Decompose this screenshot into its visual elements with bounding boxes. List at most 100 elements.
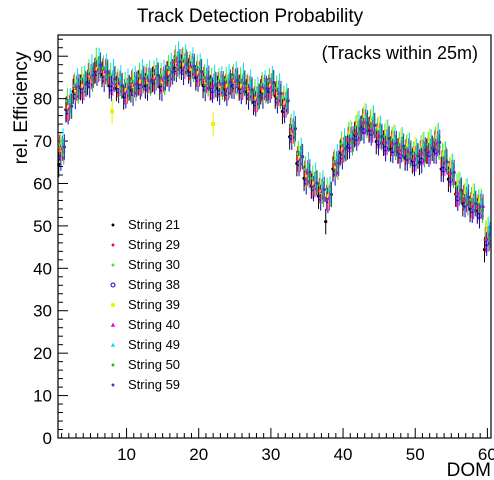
legend-marker [111, 303, 115, 307]
legend-marker [111, 223, 115, 227]
y-tick-label: 10 [33, 387, 52, 406]
y-tick-label: 70 [33, 132, 52, 151]
data-point [113, 77, 117, 81]
data-point [81, 83, 86, 88]
data-point [221, 82, 225, 86]
legend-item: String 39 [111, 297, 180, 312]
legend-background [98, 215, 208, 400]
data-point [110, 109, 115, 114]
legend-label: String 38 [128, 277, 180, 292]
series-string-59 [62, 48, 492, 248]
y-tick-label: 40 [33, 259, 52, 278]
data-point [301, 155, 305, 159]
data-point [98, 63, 103, 67]
data-point [117, 83, 122, 88]
data-point [402, 144, 406, 148]
data-point [452, 170, 456, 175]
data-point [207, 76, 211, 80]
data-point [303, 179, 309, 185]
data-point [293, 127, 298, 131]
legend-label: String 40 [128, 317, 180, 332]
data-point [362, 113, 367, 118]
data-point [225, 83, 230, 88]
x-tick-label: 20 [189, 445, 208, 464]
data-point [369, 117, 374, 122]
data-point [394, 141, 399, 146]
data-point [445, 160, 449, 164]
data-point [304, 172, 309, 177]
legend-label: String 21 [128, 217, 180, 232]
data-point [156, 73, 160, 77]
y-tick-label: 20 [33, 344, 52, 363]
data-point [130, 90, 136, 96]
data-point [433, 148, 439, 154]
legend-label: String 39 [128, 297, 180, 312]
data-point [135, 82, 139, 86]
data-point [455, 195, 461, 202]
data-point [77, 85, 81, 89]
data-point [138, 79, 143, 84]
data-point [326, 194, 331, 199]
data-point [180, 69, 187, 76]
legend-label: String 29 [128, 237, 180, 252]
y-tick-label: 50 [33, 217, 52, 236]
data-point [108, 85, 115, 92]
data-point [430, 146, 435, 150]
data-point [339, 154, 346, 160]
data-point [440, 166, 447, 173]
legend-label: String 30 [128, 257, 180, 272]
legend-marker [110, 342, 116, 347]
legend-item: String 21 [111, 217, 180, 232]
data-point [243, 81, 247, 85]
data-point [409, 151, 413, 155]
data-point [274, 98, 281, 104]
data-point [253, 101, 259, 107]
data-point [358, 127, 362, 131]
legend-item: String 50 [111, 357, 180, 372]
data-point [478, 198, 483, 203]
data-point [182, 62, 187, 67]
legend: String 21 String 29 String 30 String 38 Stri… [98, 215, 208, 400]
data-point [286, 99, 290, 103]
data-point [296, 160, 302, 167]
y-tick-label: 90 [33, 47, 52, 66]
y-tick-label: 30 [33, 302, 52, 321]
chart-title: Track Detection Probability [137, 6, 364, 27]
data-point [329, 192, 334, 197]
x-tick-label: 10 [117, 445, 136, 464]
data-point [438, 140, 442, 144]
plot-area: 10 20 30 40 50 60 0 10 20 30 40 50 60 70 80 90 (Tracks w… [33, 34, 494, 464]
x-tick-label: 30 [261, 445, 280, 464]
data-point [189, 66, 194, 71]
data-point [308, 170, 312, 174]
data-point [142, 76, 146, 80]
data-point [312, 181, 317, 186]
data-point [365, 121, 370, 125]
data-point [337, 161, 341, 165]
data-point [382, 145, 389, 152]
data-point [332, 170, 338, 176]
data-point [423, 148, 427, 152]
data-point [470, 194, 475, 199]
data-point [459, 188, 464, 192]
data-point [171, 70, 175, 74]
data-point [120, 83, 124, 88]
data-point [58, 155, 64, 161]
data-point [324, 220, 328, 224]
data-point [272, 80, 276, 85]
data-point [238, 88, 245, 95]
data-point [72, 93, 79, 100]
data-point [406, 143, 411, 148]
legend-item: String 59 [111, 377, 180, 392]
data-point [361, 128, 367, 134]
data-point [245, 94, 252, 100]
data-point [427, 139, 432, 144]
data-point [211, 122, 216, 127]
annotation-background [270, 38, 488, 66]
data-point [447, 177, 454, 183]
x-tick-label: 50 [406, 445, 425, 464]
data-point [373, 123, 377, 127]
data-point [214, 83, 218, 87]
data-point [322, 187, 326, 192]
